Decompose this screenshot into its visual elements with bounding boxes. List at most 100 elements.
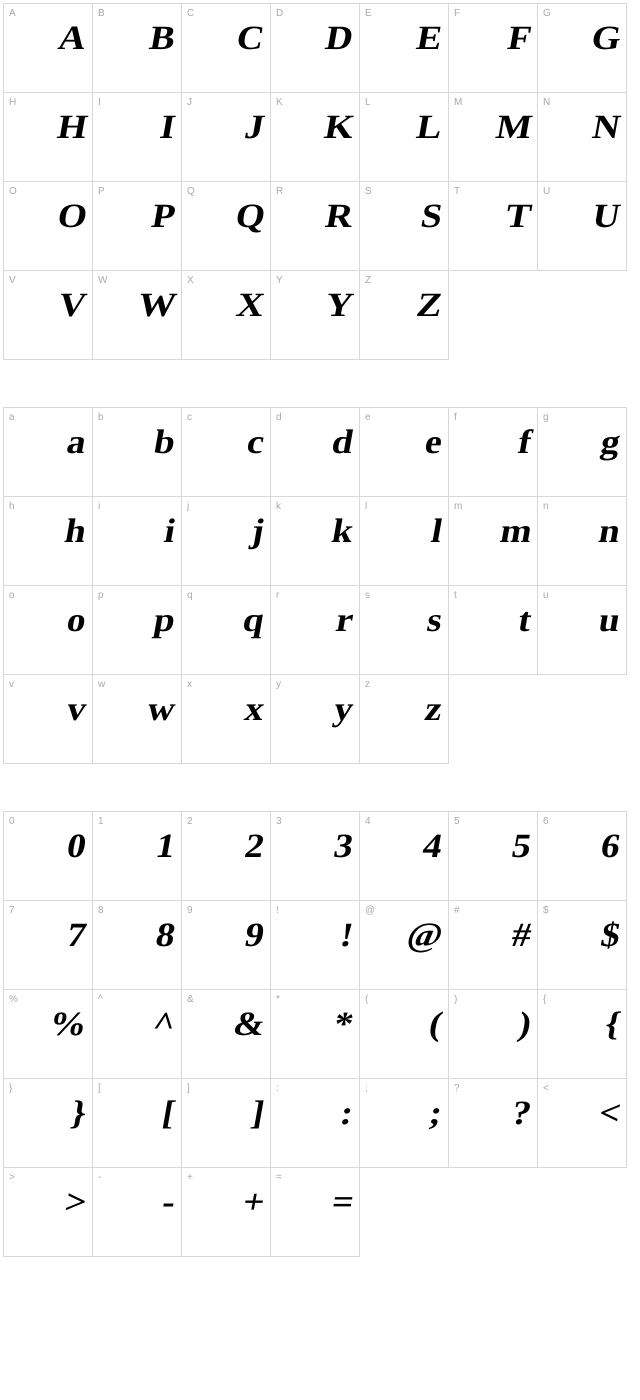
cell-glyph: 6 xyxy=(598,828,622,866)
glyph-cell: QQ xyxy=(181,181,271,271)
cell-glyph: l xyxy=(428,513,444,551)
cell-label: 6 xyxy=(543,816,549,827)
cell-label: - xyxy=(98,1172,101,1183)
glyph-cell: 22 xyxy=(181,811,271,901)
cell-glyph: + xyxy=(239,1184,266,1222)
glyph-cell: ++ xyxy=(181,1167,271,1257)
cell-glyph: } xyxy=(68,1095,88,1133)
cell-label: f xyxy=(454,412,457,423)
cell-label: V xyxy=(9,275,16,286)
cell-label: > xyxy=(9,1172,15,1183)
cell-glyph: I xyxy=(157,109,177,147)
cell-label: Y xyxy=(276,275,283,286)
cell-label: # xyxy=(454,905,460,916)
cell-glyph: ( xyxy=(426,1006,444,1044)
glyph-cell: ?? xyxy=(448,1078,538,1168)
cell-glyph: w xyxy=(145,691,178,729)
glyph-cell: ll xyxy=(359,496,449,586)
cell-label: A xyxy=(9,8,16,19)
cell-label: k xyxy=(276,501,281,512)
cell-glyph: ? xyxy=(509,1095,533,1133)
cell-glyph: ; xyxy=(426,1095,444,1133)
cell-glyph: K xyxy=(321,109,356,147)
cell-glyph: { xyxy=(602,1006,622,1044)
cell-label: j xyxy=(187,501,189,512)
cell-label: I xyxy=(98,97,101,108)
glyph-cell: AA xyxy=(3,3,93,93)
cell-label: ! xyxy=(276,905,279,916)
cell-label: : xyxy=(276,1083,279,1094)
glyph-cell: KK xyxy=(270,92,360,182)
cell-label: l xyxy=(365,501,367,512)
section-symbols: 00112233445566778899!!@@##$$%%^^&&**(())… xyxy=(4,812,636,1257)
cell-glyph: z xyxy=(422,691,444,729)
cell-glyph: r xyxy=(333,602,355,640)
cell-label: 2 xyxy=(187,816,193,827)
cell-glyph: ] xyxy=(248,1095,266,1133)
cell-glyph: f xyxy=(515,424,533,462)
cell-glyph: H xyxy=(54,109,89,147)
cell-glyph: c xyxy=(244,424,266,462)
glyph-cell: >> xyxy=(3,1167,93,1257)
glyph-cell: :: xyxy=(270,1078,360,1168)
glyph-cell: GG xyxy=(537,3,627,93)
cell-glyph: u xyxy=(596,602,622,640)
cell-label: K xyxy=(276,97,283,108)
cell-label: ) xyxy=(454,994,457,1005)
cell-label: m xyxy=(454,501,462,512)
cell-label: J xyxy=(187,97,192,108)
glyph-cell: TT xyxy=(448,181,538,271)
glyph-cell: ii xyxy=(92,496,182,586)
cell-label: = xyxy=(276,1172,282,1183)
cell-glyph: > xyxy=(61,1184,88,1222)
cell-label: o xyxy=(9,590,15,601)
cell-glyph: : xyxy=(337,1095,355,1133)
glyph-cell: cc xyxy=(181,407,271,497)
cell-glyph: 2 xyxy=(242,828,266,866)
cell-glyph: - xyxy=(159,1184,177,1222)
cell-label: h xyxy=(9,501,15,512)
cell-label: + xyxy=(187,1172,193,1183)
cell-glyph: * xyxy=(331,1006,355,1044)
cell-label: D xyxy=(276,8,283,19)
cell-glyph: v xyxy=(64,691,88,729)
glyph-cell: bb xyxy=(92,407,182,497)
cell-glyph: A xyxy=(56,20,89,58)
cell-label: 4 xyxy=(365,816,371,827)
glyph-cell: 66 xyxy=(537,811,627,901)
cell-glyph: # xyxy=(509,917,533,955)
glyph-cell: MM xyxy=(448,92,538,182)
cell-label: L xyxy=(365,97,371,108)
cell-glyph: ) xyxy=(515,1006,533,1044)
glyph-cell: ff xyxy=(448,407,538,497)
cell-label: a xyxy=(9,412,15,423)
cell-label: @ xyxy=(365,905,375,916)
glyph-cell: CC xyxy=(181,3,271,93)
cell-glyph: j xyxy=(248,513,266,551)
glyph-cell: (( xyxy=(359,989,449,1079)
section-uppercase: AABBCCDDEEFFGGHHIIJJKKLLMMNNOOPPQQRRSSTT… xyxy=(4,4,636,360)
cell-glyph: T xyxy=(503,198,534,236)
glyph-cell: VV xyxy=(3,270,93,360)
cell-glyph: ! xyxy=(337,917,355,955)
cell-label: t xyxy=(454,590,457,601)
glyph-cell: 55 xyxy=(448,811,538,901)
glyph-cell: 00 xyxy=(3,811,93,901)
cell-label: F xyxy=(454,8,460,19)
cell-label: ] xyxy=(187,1083,190,1094)
cell-label: * xyxy=(276,994,280,1005)
glyph-cell: HH xyxy=(3,92,93,182)
glyph-cell: ee xyxy=(359,407,449,497)
cell-glyph: 4 xyxy=(420,828,444,866)
glyph-cell: -- xyxy=(92,1167,182,1257)
glyph-cell: BB xyxy=(92,3,182,93)
glyph-cell: $$ xyxy=(537,900,627,990)
glyph-cell: << xyxy=(537,1078,627,1168)
glyph-cell: }} xyxy=(3,1078,93,1168)
cell-label: O xyxy=(9,186,17,197)
cell-glyph: E xyxy=(414,20,445,58)
cell-glyph: h xyxy=(62,513,88,551)
glyph-cell: aa xyxy=(3,407,93,497)
glyph-cell: gg xyxy=(537,407,627,497)
glyph-cell: [[ xyxy=(92,1078,182,1168)
